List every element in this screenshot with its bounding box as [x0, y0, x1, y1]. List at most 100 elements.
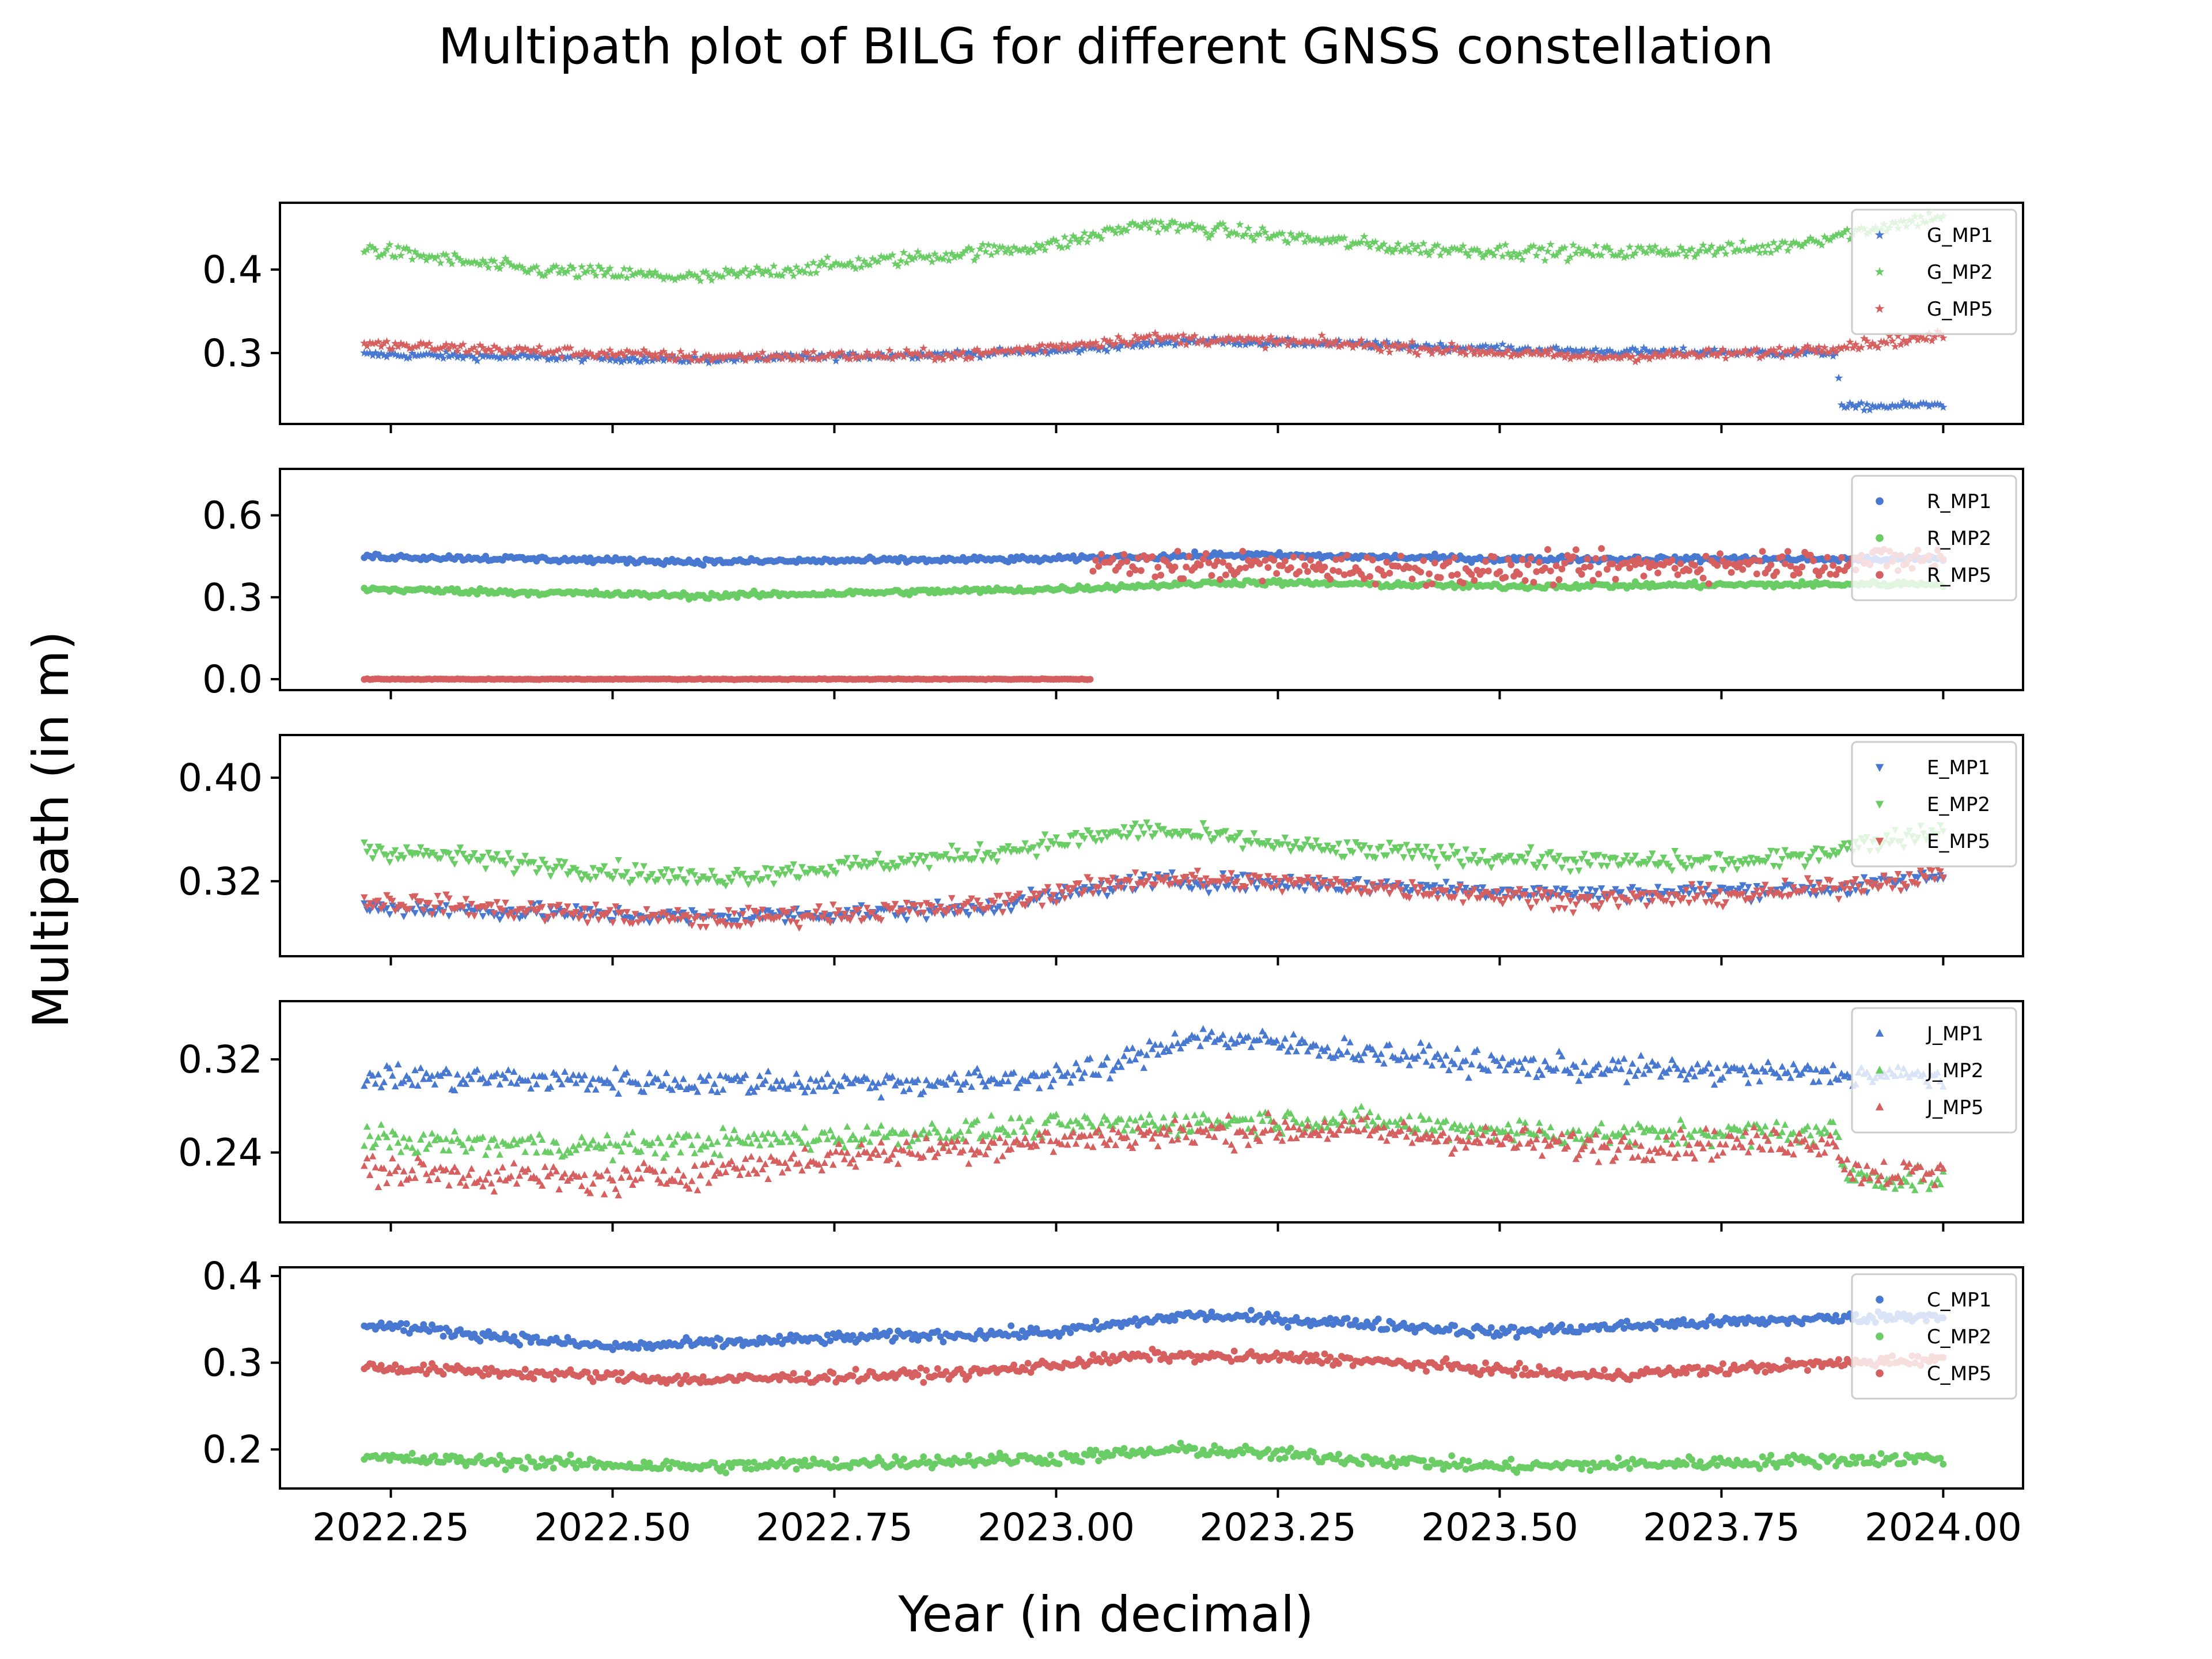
data-point: [1874, 343, 1883, 351]
data-point: [722, 922, 730, 929]
data-point: [1238, 232, 1247, 240]
data-point: [399, 244, 408, 252]
legend-label: R_MP5: [1927, 564, 1991, 587]
data-point: [1640, 858, 1647, 866]
data-point: [468, 854, 475, 861]
series-E_MP5: [360, 865, 1947, 932]
data-point: [1586, 249, 1594, 257]
data-point: [911, 352, 919, 360]
legend-marker: [1874, 230, 1885, 240]
data-point: [437, 855, 444, 862]
data-point: [1148, 340, 1157, 349]
data-point: [1552, 858, 1560, 865]
data-point: [484, 344, 493, 353]
data-point: [1290, 553, 1297, 560]
data-point: [574, 349, 584, 358]
data-point: [600, 863, 608, 870]
data-point: [521, 350, 530, 359]
data-point: [1281, 236, 1290, 245]
data-point: [1649, 850, 1656, 858]
legend-marker: [1874, 304, 1885, 313]
data-point: [790, 861, 797, 869]
data-point: [1315, 560, 1323, 568]
data-point: [684, 357, 694, 366]
data-point: [430, 254, 440, 262]
data-point: [620, 351, 628, 359]
data-point: [1320, 235, 1329, 244]
data-point: [442, 891, 450, 899]
data-point: [874, 353, 883, 361]
data-point: [577, 262, 586, 271]
data-point: [1581, 563, 1588, 571]
data-point: [430, 350, 440, 359]
data-point: [1224, 332, 1233, 341]
data-point: [1552, 251, 1560, 259]
data-point: [1270, 556, 1278, 564]
data-point: [1395, 563, 1402, 570]
data-point: [1055, 242, 1063, 251]
data-point: [1100, 226, 1109, 234]
data-point: [1769, 238, 1778, 247]
data-point: [1190, 225, 1199, 233]
data-point: [600, 271, 609, 279]
data-point: [908, 350, 916, 359]
data-point: [914, 910, 922, 918]
data-point: [365, 338, 374, 346]
data-point: [1527, 555, 1535, 562]
data-point: [589, 865, 597, 872]
data-point: [688, 922, 696, 929]
data-point: [1416, 848, 1425, 855]
data-point: [1275, 339, 1284, 347]
data-point: [1312, 339, 1321, 348]
data-point: [694, 879, 702, 887]
data-point: [1171, 563, 1179, 571]
data-point: [1293, 839, 1300, 846]
data-point: [1786, 346, 1795, 355]
data-point: [1027, 345, 1035, 354]
data-point: [512, 343, 521, 352]
data-point: [684, 351, 694, 360]
data-point: [1052, 236, 1060, 245]
data-point: [956, 350, 965, 359]
data-point: [1041, 831, 1049, 839]
data-point: [674, 874, 681, 881]
data-point: [783, 351, 793, 360]
data-point: [640, 915, 648, 923]
data-point: [1741, 856, 1749, 863]
data-point: [608, 350, 618, 358]
data-point: [1335, 840, 1343, 848]
data-point: [704, 271, 713, 280]
data-point: [1530, 892, 1537, 899]
data-point: [1100, 344, 1109, 353]
data-point: [1634, 355, 1643, 364]
data-point: [461, 347, 471, 356]
data-point: [659, 347, 668, 355]
data-point: [981, 247, 990, 256]
data-point: [1536, 559, 1543, 566]
data-point: [1354, 238, 1363, 247]
data-point: [1117, 228, 1126, 236]
data-point: [857, 263, 866, 271]
data-point: [612, 869, 620, 876]
data-point: [419, 350, 428, 359]
data-point: [1448, 884, 1456, 892]
data-point: [1589, 577, 1597, 584]
data-point: [1622, 350, 1631, 359]
data-point: [1601, 555, 1608, 562]
data-point: [1645, 354, 1654, 363]
data-point: [442, 347, 450, 356]
data-point: [1252, 335, 1262, 343]
data-point: [823, 351, 832, 360]
data-point: [1349, 343, 1357, 351]
data-point: [1355, 842, 1362, 849]
data-point: [792, 262, 801, 271]
data-point: [1323, 234, 1332, 243]
data-point: [1800, 349, 1809, 358]
data-point: [540, 349, 550, 358]
data-point: [1648, 347, 1657, 355]
data-point: [744, 881, 752, 888]
data-point: [1343, 338, 1352, 347]
data-point: [815, 355, 824, 363]
data-point: [1083, 237, 1092, 246]
data-point: [1382, 337, 1391, 346]
